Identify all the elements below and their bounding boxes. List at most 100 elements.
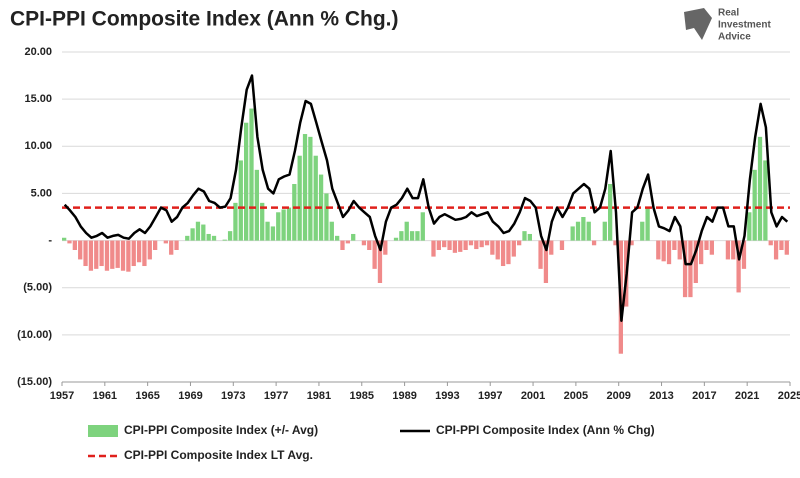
legend-swatch	[88, 425, 118, 437]
x-tick-label: 2001	[521, 390, 545, 402]
y-tick-label: 10.00	[24, 140, 52, 152]
bar	[206, 233, 211, 241]
bar	[640, 221, 645, 241]
bar	[142, 240, 147, 267]
bar	[308, 136, 313, 241]
bar	[190, 228, 195, 241]
bar	[484, 240, 490, 246]
y-tick-label: 15.00	[24, 93, 52, 105]
bar	[773, 240, 779, 260]
bar	[613, 240, 618, 246]
bar	[436, 240, 441, 250]
bar	[672, 240, 677, 250]
bar	[254, 169, 259, 241]
logo: Real Investment Advice	[684, 8, 771, 43]
bar	[409, 231, 415, 241]
bar	[292, 184, 297, 241]
bar	[677, 240, 682, 260]
bar	[94, 240, 99, 269]
bar	[260, 202, 265, 241]
bar	[500, 240, 506, 267]
bar	[361, 240, 367, 246]
bar	[110, 240, 115, 269]
bar	[211, 235, 217, 241]
bar	[543, 240, 549, 283]
legend-label: CPI-PPI Composite Index LT Avg.	[124, 448, 313, 462]
x-tick-label: 1977	[264, 390, 288, 402]
y-tick-label: -	[48, 234, 52, 246]
bar	[345, 240, 350, 244]
x-tick-label: 2017	[692, 390, 716, 402]
bar	[340, 240, 345, 250]
bar	[126, 240, 131, 272]
x-tick-label: 1985	[350, 390, 374, 402]
bar	[527, 233, 532, 241]
bar	[131, 240, 136, 267]
bar	[779, 240, 784, 250]
bar	[517, 240, 522, 246]
bar	[153, 240, 158, 250]
bar	[415, 231, 420, 241]
x-tick-label: 1969	[178, 390, 202, 402]
bar	[147, 240, 152, 260]
bar	[784, 240, 789, 255]
bar	[324, 193, 329, 241]
bar	[699, 240, 704, 265]
bar	[479, 240, 484, 248]
bar	[351, 233, 356, 241]
bar	[163, 240, 168, 244]
x-tick-label: 1965	[135, 390, 159, 402]
x-tick-label: 2025	[778, 390, 800, 402]
bar	[763, 160, 768, 241]
y-tick-label: (10.00)	[17, 329, 52, 341]
bar	[645, 207, 650, 241]
bar	[581, 217, 586, 241]
bar	[377, 240, 383, 283]
bar	[286, 207, 292, 241]
bar	[201, 224, 206, 241]
line	[63, 74, 789, 322]
bar	[752, 169, 757, 241]
bar	[88, 240, 94, 271]
bar	[458, 240, 463, 252]
x-tick-label: 1973	[221, 390, 245, 402]
bar	[452, 240, 458, 253]
bar	[313, 155, 318, 241]
bar	[559, 240, 565, 250]
bar	[731, 240, 736, 260]
legend-label: CPI-PPI Composite Index (+/- Avg)	[124, 423, 318, 437]
bar	[629, 240, 634, 246]
bar	[522, 231, 527, 241]
x-tick-label: 1957	[50, 390, 74, 402]
bar	[335, 235, 340, 241]
y-tick-label: 20.00	[24, 46, 52, 58]
bar	[233, 202, 238, 241]
bar	[72, 240, 77, 250]
logo-text: Advice	[718, 32, 751, 43]
bar	[682, 240, 688, 298]
bar	[78, 240, 83, 260]
bar	[688, 240, 693, 298]
y-tick-label: (5.00)	[23, 282, 52, 294]
x-tick-label: 1993	[435, 390, 459, 402]
bar	[104, 240, 110, 271]
bar	[431, 240, 436, 257]
bar	[169, 240, 174, 255]
bar	[238, 160, 243, 241]
bar	[83, 240, 88, 267]
bar	[506, 240, 511, 265]
logo-text: Investment	[718, 20, 771, 31]
bar	[249, 108, 254, 241]
bar	[281, 209, 286, 241]
bar	[270, 226, 276, 241]
bar	[276, 212, 281, 241]
bar	[174, 240, 179, 250]
x-tick-label: 2021	[735, 390, 759, 402]
x-tick-label: 1981	[307, 390, 331, 402]
bar	[447, 240, 452, 250]
x-tick-label: 1997	[478, 390, 502, 402]
bar	[538, 240, 543, 269]
bar	[195, 221, 201, 241]
bar	[757, 136, 763, 241]
legend-label: CPI-PPI Composite Index (Ann % Chg)	[436, 423, 655, 437]
